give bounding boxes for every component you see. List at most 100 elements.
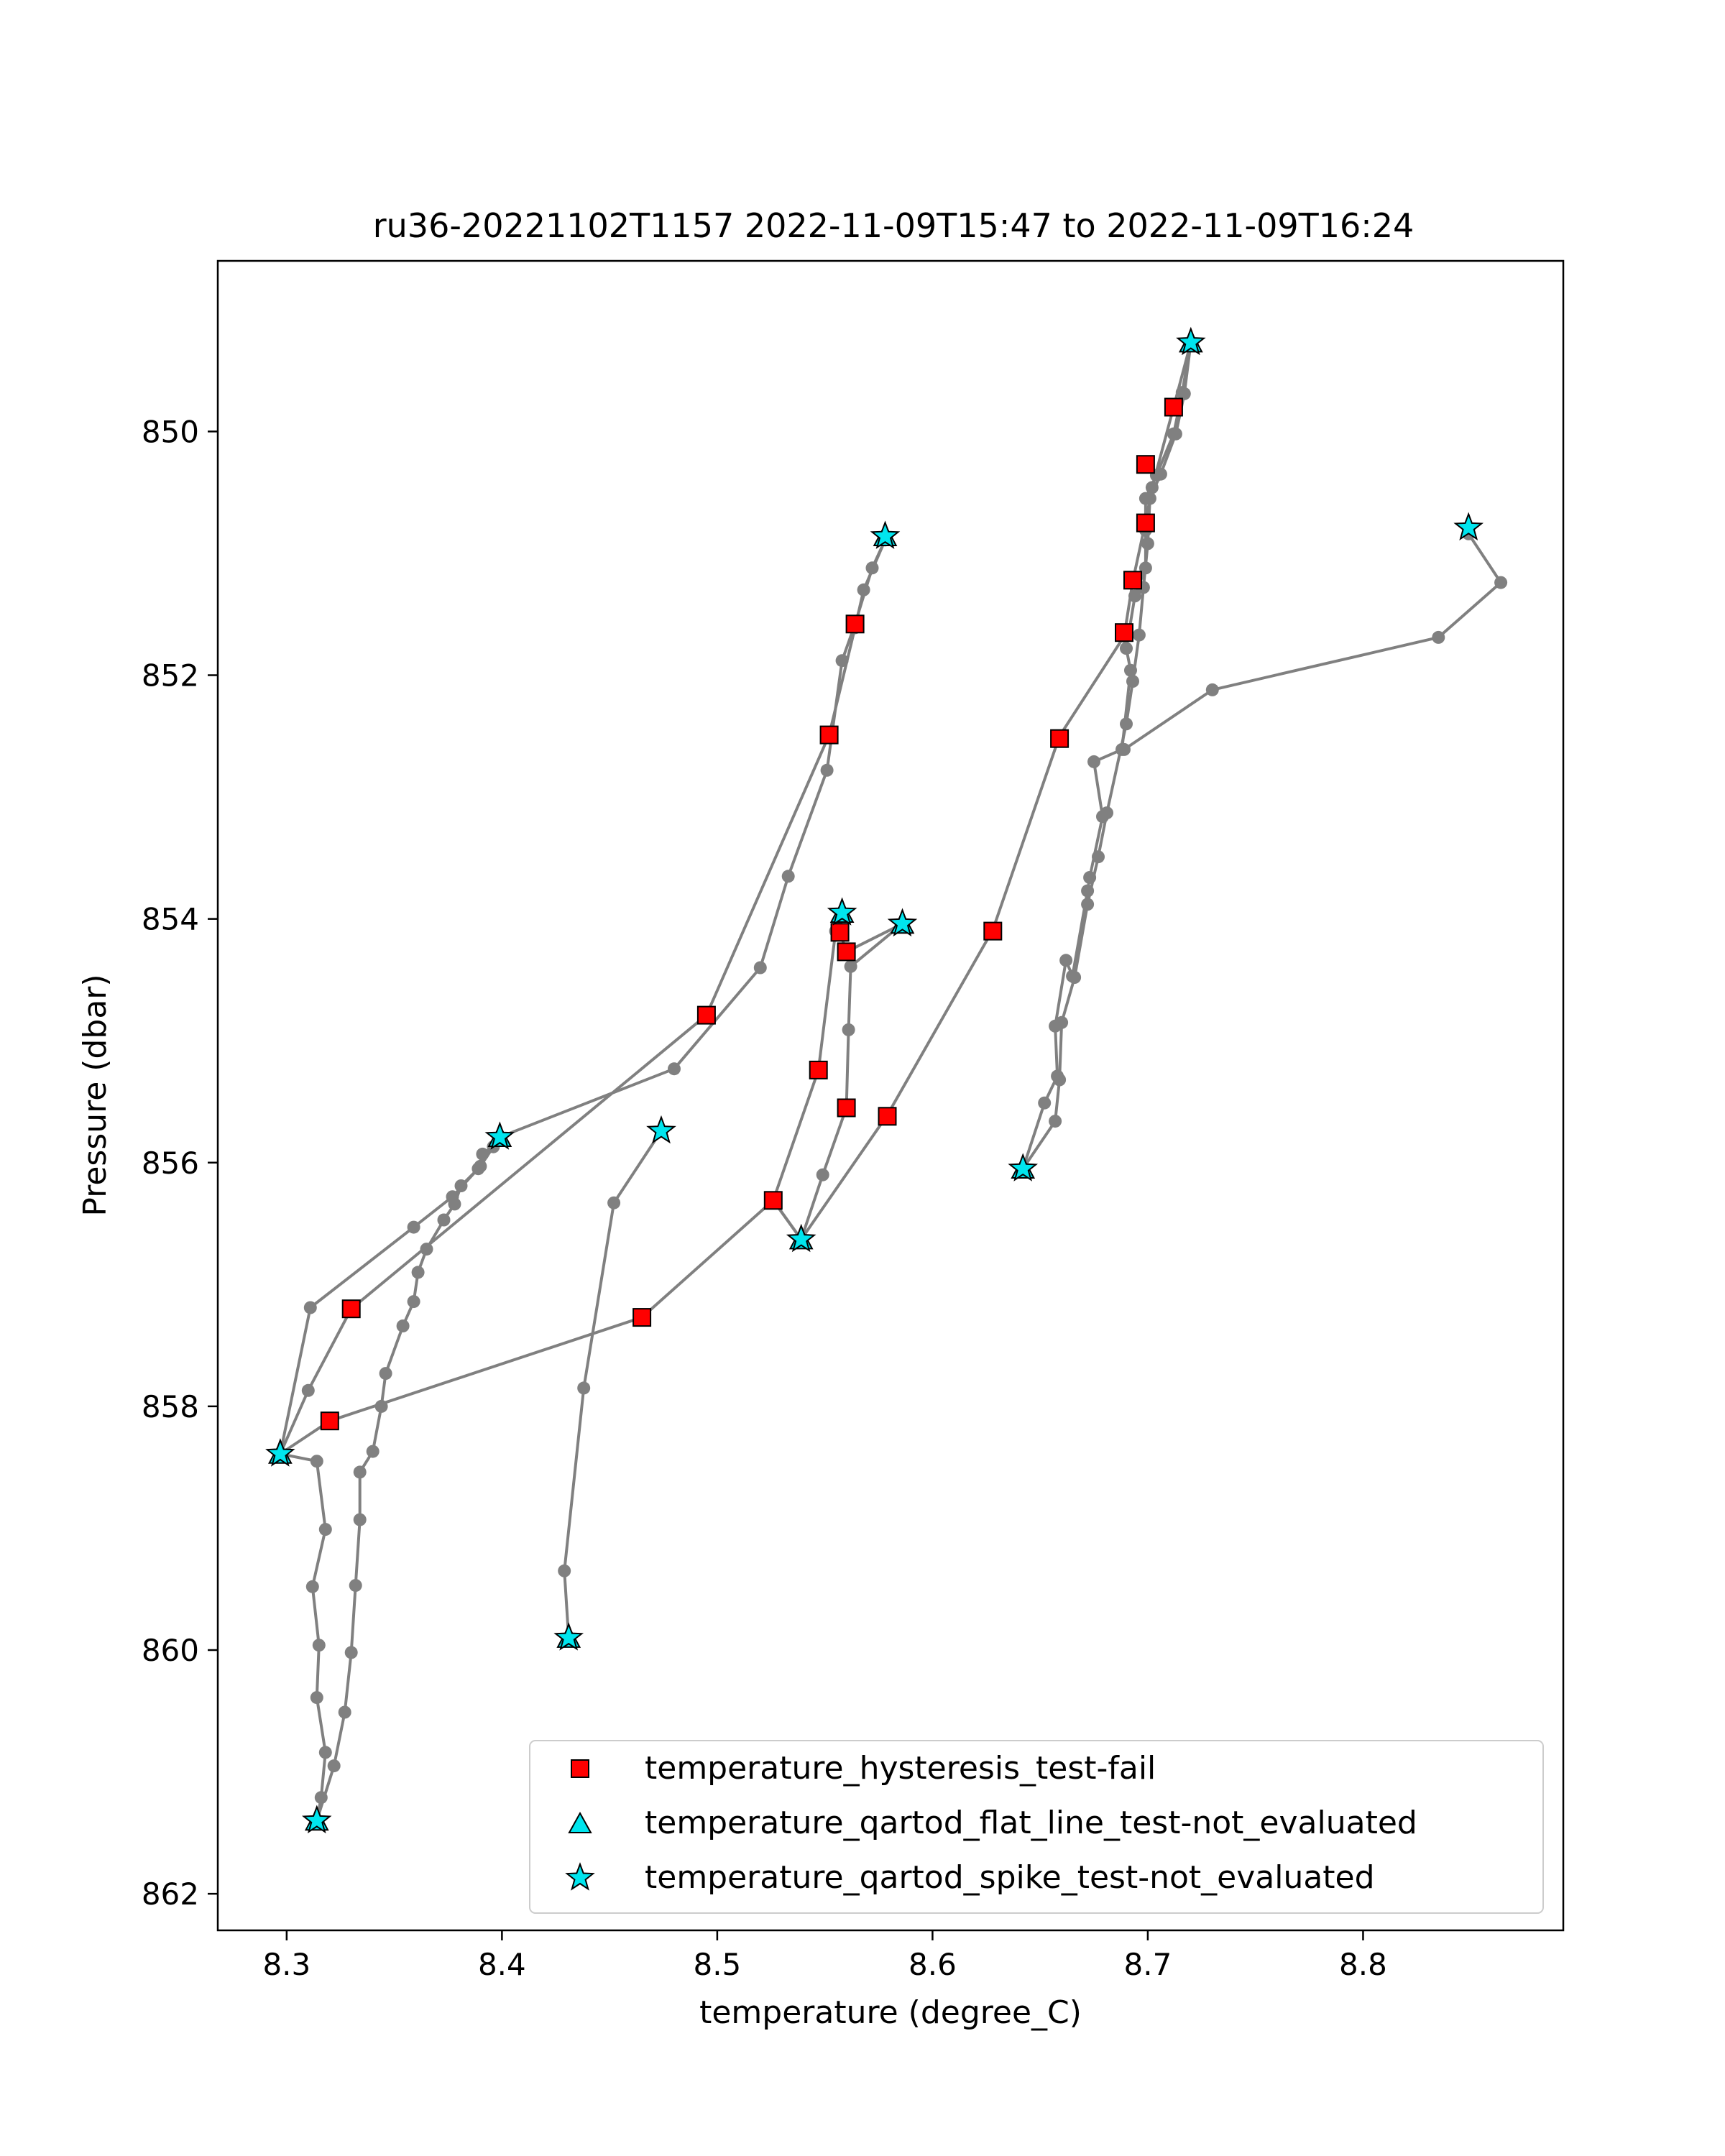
x-tick-label: 8.4 <box>478 1947 526 1982</box>
profile-point <box>318 1523 332 1537</box>
profile-point <box>338 1705 351 1719</box>
profile-point <box>1494 576 1508 589</box>
legend-flatline-marker <box>568 1811 592 1833</box>
profile-point <box>1432 630 1445 644</box>
hysteresis-fail-marker <box>763 1191 783 1210</box>
spike-not-evaluated-marker <box>553 1622 584 1651</box>
profile-point <box>310 1455 323 1468</box>
profile-point <box>353 1465 367 1479</box>
profile-point <box>816 1168 829 1181</box>
profile-point <box>607 1196 621 1210</box>
profile-point <box>820 763 834 777</box>
profile-point <box>349 1579 362 1593</box>
profile-point <box>327 1759 341 1773</box>
profile-point <box>407 1220 420 1234</box>
profile-point <box>844 959 857 973</box>
profile-point <box>781 870 795 883</box>
legend-hysteresis-label: temperature_hysteresis_test-fail <box>645 1750 1156 1787</box>
spike-not-evaluated-marker <box>484 1121 515 1150</box>
x-tick-label: 8.8 <box>1339 1947 1387 1982</box>
profile-point <box>312 1639 326 1652</box>
spike-not-evaluated-marker <box>1176 326 1206 356</box>
profile-point <box>310 1691 323 1705</box>
profile-point <box>1053 1073 1067 1087</box>
profile-point <box>1092 850 1105 864</box>
profile-point <box>1049 1115 1062 1128</box>
spike-not-evaluated-marker <box>301 1805 332 1834</box>
spike-not-evaluated-marker <box>1453 512 1484 541</box>
profile-point <box>1141 537 1154 550</box>
profile-point <box>1126 675 1139 688</box>
profile-point <box>1087 755 1100 768</box>
hysteresis-fail-marker <box>1164 397 1183 417</box>
spike-not-evaluated-marker <box>646 1115 676 1144</box>
profile-point <box>1038 1096 1052 1110</box>
hysteresis-fail-marker <box>845 614 865 634</box>
x-tick-label: 8.7 <box>1124 1947 1172 1982</box>
y-tick-label: 858 <box>142 1389 199 1424</box>
legend-hysteresis-marker <box>571 1759 589 1778</box>
profile-point <box>1068 971 1082 984</box>
y-tick-label: 856 <box>142 1146 199 1181</box>
hysteresis-fail-marker <box>878 1107 897 1126</box>
legend: temperature_hysteresis_test-fail tempera… <box>529 1740 1544 1914</box>
profile-point <box>1145 481 1159 494</box>
profile-line <box>800 342 1192 1240</box>
chart-title: ru36-20221102T1157 2022-11-09T15:47 to 2… <box>373 206 1414 245</box>
profile-point <box>577 1381 591 1395</box>
profile-point <box>1081 898 1095 911</box>
profile-point <box>396 1319 410 1332</box>
profile-point <box>474 1159 487 1173</box>
profile-line <box>799 922 903 1240</box>
hysteresis-fail-marker <box>983 921 1003 941</box>
profile-point <box>842 1023 855 1036</box>
profile-point <box>420 1243 433 1256</box>
profile-point <box>558 1564 571 1577</box>
hysteresis-fail-marker <box>320 1411 339 1431</box>
profile-point <box>1177 387 1191 400</box>
plot-area <box>265 326 1508 1834</box>
spike-not-evaluated-marker <box>1008 1153 1039 1181</box>
hysteresis-fail-marker <box>341 1299 361 1319</box>
hysteresis-fail-marker <box>1050 729 1070 748</box>
x-tick-label: 8.3 <box>262 1947 310 1982</box>
hysteresis-fail-marker <box>696 1005 716 1025</box>
profile-point <box>374 1399 388 1413</box>
spike-not-evaluated-marker <box>786 1223 816 1253</box>
spike-not-evaluated-marker <box>827 897 857 926</box>
y-tick-label: 860 <box>142 1633 199 1668</box>
profile-point <box>1100 806 1113 820</box>
profile-point <box>1118 742 1131 756</box>
spike-not-evaluated-marker <box>887 908 918 937</box>
profile-point <box>1120 717 1133 731</box>
legend-frame <box>529 1740 1544 1914</box>
legend-spike-marker <box>565 1862 595 1891</box>
profile-point <box>305 1580 319 1593</box>
profile-point <box>366 1445 380 1458</box>
hysteresis-fail-marker <box>1136 513 1155 533</box>
hysteresis-fail-marker <box>837 1098 856 1118</box>
profile-point <box>437 1213 451 1227</box>
legend-spike-label: temperature_qartod_spike_test-not_evalua… <box>645 1859 1375 1896</box>
profile-point <box>303 1301 317 1314</box>
spike-not-evaluated-marker <box>265 1438 295 1467</box>
y-tick-label: 852 <box>142 658 199 694</box>
y-tick-label: 850 <box>142 414 199 449</box>
profile-point <box>407 1295 420 1309</box>
profile-point <box>1055 1015 1069 1029</box>
y-axis-label: Pressure (dbar) <box>77 974 114 1216</box>
profile-point <box>1132 628 1146 642</box>
profile-line <box>1021 342 1192 1170</box>
plot-frame <box>216 259 1565 1932</box>
profile-point <box>411 1266 425 1279</box>
hysteresis-fail-marker <box>819 725 839 745</box>
profile-point <box>446 1190 459 1204</box>
profile-point <box>379 1367 392 1381</box>
x-tick-label: 8.5 <box>693 1947 741 1982</box>
profile-point <box>857 583 870 596</box>
profile-point <box>353 1513 367 1526</box>
profile-point <box>1205 683 1219 696</box>
y-tick-label: 854 <box>142 902 199 937</box>
hysteresis-fail-marker <box>632 1308 652 1327</box>
